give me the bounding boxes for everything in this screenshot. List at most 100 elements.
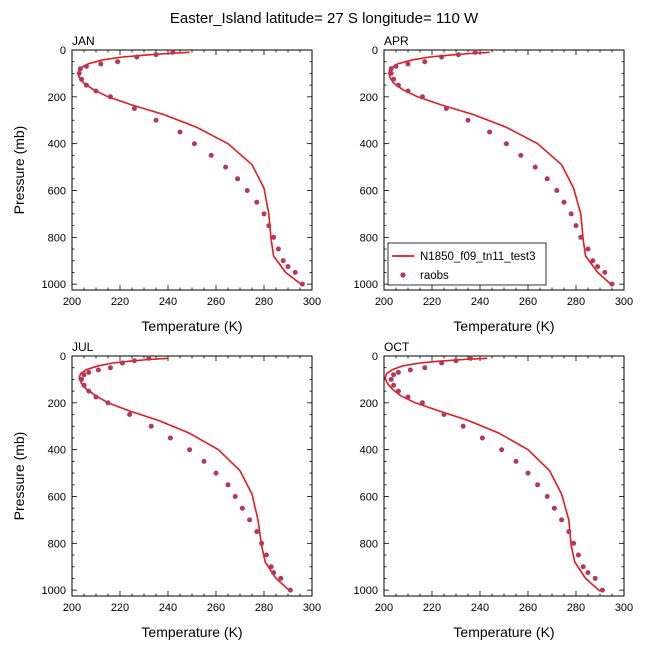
x-tick-label: 260 — [519, 602, 537, 614]
raob-point — [225, 482, 231, 488]
raob-point — [131, 358, 137, 364]
raob-point — [544, 494, 550, 499]
raob-point — [422, 59, 428, 65]
raob-point — [299, 281, 305, 287]
raob-point — [201, 458, 207, 464]
raob-point — [254, 199, 260, 205]
raob-point — [187, 447, 193, 453]
x-tick-label: 200 — [63, 296, 81, 308]
raob-point — [263, 552, 269, 558]
raob-point — [573, 223, 579, 229]
raob-point — [271, 234, 277, 240]
plot-frame — [71, 49, 313, 291]
y-tick-label: 200 — [48, 92, 66, 104]
x-axis-label: Temperature (K) — [141, 318, 242, 334]
raob-point — [268, 564, 274, 570]
model-profile-line — [388, 51, 613, 286]
y-tick-label: 1000 — [42, 279, 66, 291]
raob-point — [280, 258, 286, 264]
raob-point — [525, 470, 531, 476]
y-tick-label: 0 — [372, 351, 378, 363]
axis-ticks: 200 220 240 260 280 300 0 200 400 600 800 1000 — [42, 351, 322, 614]
y-tick-label: 800 — [48, 232, 66, 244]
raob-point — [419, 94, 425, 100]
x-tick-label: 280 — [255, 296, 273, 308]
y-tick-label: 600 — [360, 491, 378, 503]
y-tick-label: 600 — [360, 185, 378, 197]
raob-point — [405, 394, 411, 400]
y-tick-label: 200 — [48, 398, 66, 410]
raob-point — [443, 106, 449, 111]
raob-point — [472, 49, 478, 55]
raob-point — [148, 423, 154, 429]
raob-point — [395, 369, 401, 375]
raob-point — [115, 59, 121, 65]
raob-point — [83, 82, 89, 88]
raob-point — [177, 129, 183, 135]
series-layer — [388, 49, 615, 287]
raob-point — [86, 388, 92, 394]
raob-point — [405, 61, 411, 67]
raob-point — [93, 394, 99, 400]
raob-point — [393, 63, 399, 69]
raob-point — [153, 52, 159, 58]
y-axis-label: Pressure (mb) — [11, 126, 27, 215]
model-profile-line — [77, 51, 303, 286]
raob-point — [391, 372, 397, 378]
y-tick-label: 0 — [60, 351, 66, 363]
axis-ticks: 200 220 240 260 280 300 0 200 400 600 800 1000 — [354, 351, 634, 614]
raob-point — [259, 540, 265, 546]
raob-point — [208, 152, 214, 158]
raob-point — [575, 552, 581, 558]
plot-frame — [383, 355, 625, 597]
raob-point — [170, 49, 176, 55]
x-tick-label: 220 — [423, 296, 441, 308]
raob-point — [551, 505, 557, 511]
raob-point — [107, 365, 113, 371]
raob-point — [479, 435, 485, 441]
x-tick-label: 220 — [423, 602, 441, 614]
panel-label: OCT — [384, 340, 410, 354]
raob-point — [554, 188, 560, 193]
y-tick-label: 200 — [360, 92, 378, 104]
raob-point — [83, 63, 89, 69]
raob-point — [441, 412, 447, 417]
raob-point — [609, 281, 615, 287]
raob-point — [79, 76, 85, 82]
panel-apr: APR 200 220 240 260 280 30002004006008001000 … — [354, 34, 634, 334]
raob-point — [595, 264, 601, 270]
y-tick-label: 400 — [360, 445, 378, 457]
raob-point — [213, 470, 219, 476]
x-tick-label: 240 — [471, 602, 489, 614]
raob-point — [453, 358, 459, 364]
raob-point — [391, 76, 397, 82]
raob-point — [239, 505, 245, 511]
raob-point — [544, 176, 550, 182]
raob-point — [98, 61, 104, 67]
x-tick-label: 240 — [159, 602, 177, 614]
raob-point — [407, 367, 413, 373]
raob-point — [153, 117, 159, 123]
raob-point — [518, 152, 524, 158]
y-tick-label: 1000 — [354, 279, 378, 291]
x-tick-label: 300 — [303, 602, 321, 614]
legend: N1850_f09_tn11_test3 raobs — [387, 242, 547, 286]
model-profile-line — [384, 357, 601, 592]
raob-point — [134, 54, 140, 60]
raob-point — [590, 258, 596, 264]
raob-point — [467, 355, 473, 361]
series-layer — [76, 49, 305, 287]
y-axis-label: Pressure (mb) — [11, 432, 27, 521]
raob-point — [391, 382, 397, 388]
raob-point — [107, 94, 113, 100]
raob-point — [232, 494, 238, 499]
axis-ticks: 200 220 240 260 280 300 0 200 400 600 800 1000 — [42, 45, 322, 308]
raob-point — [261, 211, 267, 217]
raob-point — [602, 269, 608, 275]
x-tick-label: 200 — [375, 296, 393, 308]
legend-box — [387, 242, 547, 286]
y-tick-label: 0 — [372, 45, 378, 57]
raob-point — [405, 88, 411, 94]
panel-label: JAN — [72, 34, 95, 48]
model-profile-line — [78, 357, 291, 592]
